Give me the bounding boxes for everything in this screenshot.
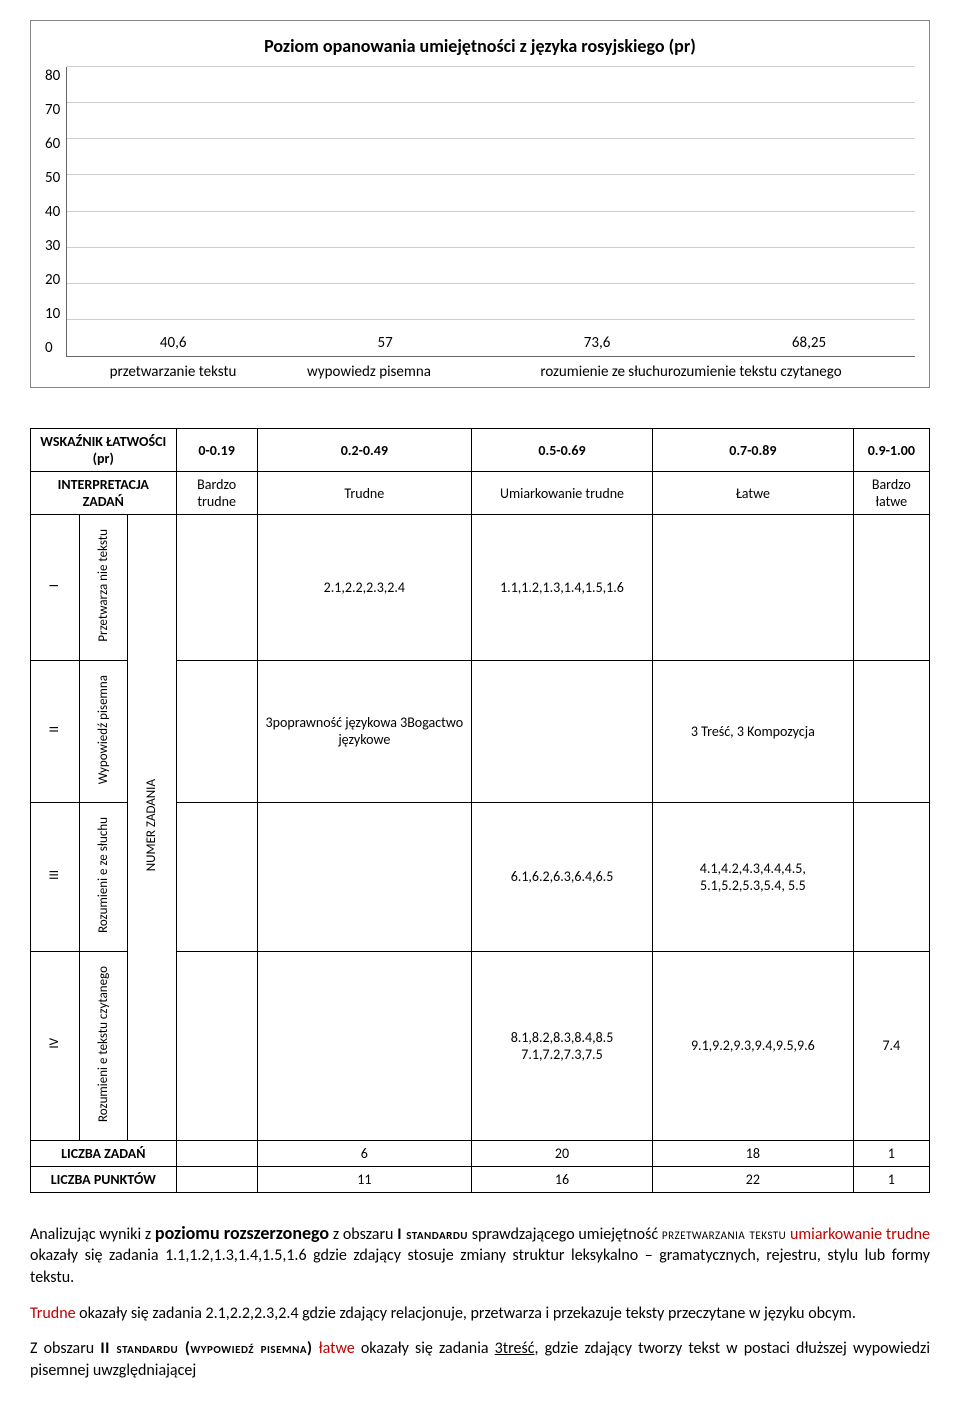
c-0-3 [653, 515, 854, 661]
f1-0 [176, 1140, 257, 1166]
paragraph-3: Z obszaru II standardu (wypowiedź pisemn… [30, 1338, 930, 1381]
chart-plot: 40,6 57 73,6 68,25 [66, 67, 915, 357]
chart-x-axis: przetwarzanie tekstu wypowiedz pisemna roz… [75, 363, 915, 381]
range-2: 0.5-0.69 [471, 429, 652, 472]
range-0: 0-0.19 [176, 429, 257, 472]
c-1-1: 3poprawność językowa 3Bogactwo językowe [257, 660, 471, 802]
chart-container: Poziom opanowania umiejętności z języka … [30, 20, 930, 388]
c-2-1 [257, 802, 471, 951]
chart-title: Poziom opanowania umiejętności z języka … [45, 35, 915, 57]
interp-3: Łatwe [653, 472, 854, 515]
c-0-2: 1.1,1.2,1.3,1.4,1.5,1.6 [471, 515, 652, 661]
range-4: 0.9-1.00 [853, 429, 929, 472]
f1-1: 6 [257, 1140, 471, 1166]
x-axis-label: rozumienie ze słuchurozumienie tekstu cz… [473, 363, 910, 381]
c-2-0 [176, 802, 257, 951]
row-roman-0: I [31, 515, 80, 661]
head-wskaznik: WSKAŹNIK ŁATWOŚCI (pr) [31, 429, 177, 472]
paragraph-1: Analizując wyniki z poziomu rozszerzoneg… [30, 1221, 930, 1289]
interp-2: Umiarkowanie trudne [471, 472, 652, 515]
row-label-1: Wypowiedź pisemna [79, 660, 128, 802]
chart-bars: 40,6 57 73,6 68,25 [67, 67, 915, 356]
f2-3: 22 [653, 1166, 854, 1192]
bar-value-label: 68,25 [792, 334, 826, 352]
row-roman-2: III [31, 802, 80, 951]
f1-2: 20 [471, 1140, 652, 1166]
c-0-1: 2.1,2.2,2.3,2.4 [257, 515, 471, 661]
range-3: 0.7-0.89 [653, 429, 854, 472]
interp-4: Bardzo łatwe [853, 472, 929, 515]
c-3-1 [257, 951, 471, 1140]
row-roman-1: II [31, 660, 80, 802]
chart-bar: 73,6 [504, 334, 691, 356]
x-axis-label: wypowiedz pisemna [277, 363, 462, 381]
f1-3: 18 [653, 1140, 854, 1166]
chart-bar: 57 [292, 334, 479, 356]
c-2-3: 4.1,4.2,4.3,4.4,4.5, 5.1,5.2,5.3,5.4, 5.… [653, 802, 854, 951]
bar-value-label: 57 [378, 334, 393, 352]
c-1-0 [176, 660, 257, 802]
head-interp: INTERPRETACJA ZADAŃ [31, 472, 177, 515]
range-1: 0.2-0.49 [257, 429, 471, 472]
chart-plot-area: 80706050403020100 40,6 57 73,6 68,25 [45, 67, 915, 357]
interp-0: Bardzo trudne [176, 472, 257, 515]
c-1-4 [853, 660, 929, 802]
c-2-4 [853, 802, 929, 951]
row-roman-3: IV [31, 951, 80, 1140]
f2-0 [176, 1166, 257, 1192]
chart-bar: 40,6 [80, 334, 267, 356]
row-label-3: Rozumieni e tekstu czytanego [79, 951, 128, 1140]
c-3-2: 8.1,8.2,8.3,8.4,8.5 7.1,7.2,7.3,7.5 [471, 951, 652, 1140]
bar-value-label: 40,6 [160, 334, 187, 352]
c-1-3: 3 Treść, 3 Kompozycja [653, 660, 854, 802]
foot-liczba-punktow: LICZBA PUNKTÓW [31, 1166, 177, 1192]
chart-bar: 68,25 [716, 334, 903, 356]
f2-1: 11 [257, 1166, 471, 1192]
row-label-0: Przetwarza nie tekstu [79, 515, 128, 661]
f2-2: 16 [471, 1166, 652, 1192]
c-0-4 [853, 515, 929, 661]
x-axis-label: przetwarzanie tekstu [81, 363, 266, 381]
row-label-2: Rozumieni e ze słuchu [79, 802, 128, 951]
interp-1: Trudne [257, 472, 471, 515]
foot-liczba-zadan: LICZBA ZADAŃ [31, 1140, 177, 1166]
c-3-3: 9.1,9.2,9.3,9.4,9.5,9.6 [653, 951, 854, 1140]
c-2-2: 6.1,6.2,6.3,6.4,6.5 [471, 802, 652, 951]
chart-y-axis: 80706050403020100 [45, 67, 66, 357]
paragraph-2: Trudne okazały się zadania 2.1,2.2,2.3,2… [30, 1303, 930, 1325]
bar-value-label: 73,6 [584, 334, 611, 352]
c-1-2 [471, 660, 652, 802]
numer-zadania-label: NUMER ZADANIA [128, 515, 177, 1141]
difficulty-table: WSKAŹNIK ŁATWOŚCI (pr) 0-0.19 0.2-0.49 0… [30, 428, 930, 1193]
f2-4: 1 [853, 1166, 929, 1192]
c-0-0 [176, 515, 257, 661]
c-3-0 [176, 951, 257, 1140]
c-3-4: 7.4 [853, 951, 929, 1140]
f1-4: 1 [853, 1140, 929, 1166]
